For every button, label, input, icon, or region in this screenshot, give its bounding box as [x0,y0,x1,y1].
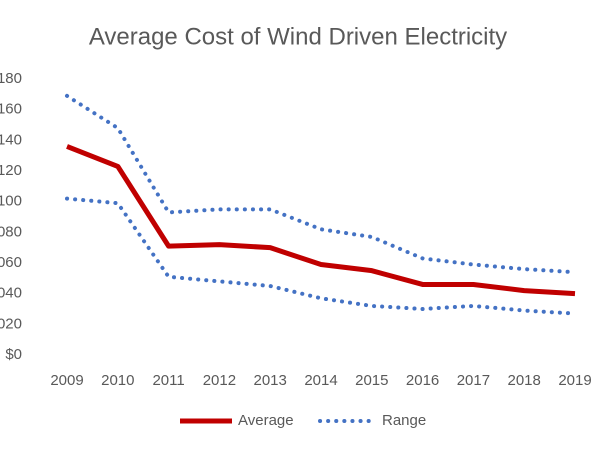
x-tick-label: 2011 [152,372,184,389]
legend-label: Average [238,412,294,429]
x-tick-label: 2018 [508,372,541,389]
x-tick-label: 2016 [406,372,439,389]
y-tick-label: .180 [0,70,22,87]
y-tick-label: .080 [0,223,22,240]
x-tick-label: 2010 [101,372,134,389]
y-tick-label: .060 [0,254,22,271]
x-tick-label: 2015 [355,372,388,389]
series-line [66,144,576,297]
y-tick-label: .140 [0,131,22,148]
y-tick-label: .020 [0,315,22,332]
y-tick-label: .100 [0,193,22,210]
x-tick-label: 2019 [558,372,591,389]
legend-label: Range [382,412,426,429]
series-line [65,196,577,316]
chart-title: Average Cost of Wind Driven Electricity [89,23,507,50]
y-tick-label: .160 [0,101,22,118]
y-tick-label: $0 [5,346,22,363]
x-tick-label: 2017 [457,372,490,389]
y-tick-label: .120 [0,162,22,179]
x-tick-label: 2012 [203,372,236,389]
x-tick-label: 2014 [304,372,337,389]
series-line [65,93,577,275]
x-tick-label: 2009 [50,372,83,389]
y-tick-label: .040 [0,285,22,302]
x-tick-label: 2013 [254,372,287,389]
